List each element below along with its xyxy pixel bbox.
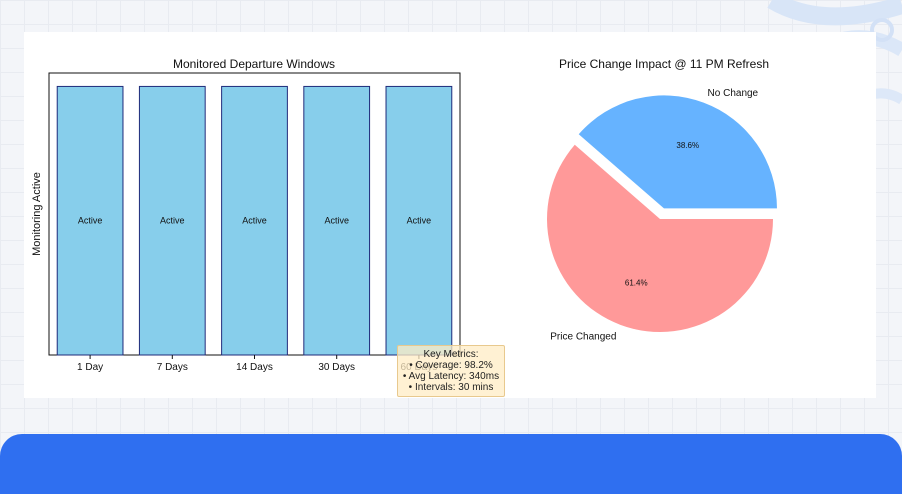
- x-tick-label: 30 Days: [318, 362, 355, 373]
- bar-chart-ylabel: Monitoring Active: [31, 172, 43, 256]
- chart-panel: Monitored Departure Windows Monitoring A…: [24, 32, 876, 398]
- x-tick-label: 1 Day: [77, 362, 103, 373]
- metrics-intervals: • Intervals: 30 mins: [408, 382, 494, 393]
- bar-value-label: Active: [160, 216, 185, 226]
- x-tick-label: 14 Days: [236, 362, 273, 373]
- bar: [221, 85, 288, 356]
- pie-percent-label: 38.6%: [676, 141, 699, 150]
- key-metrics-box: Key Metrics: • Coverage: 98.2% • Avg Lat…: [397, 345, 505, 397]
- pie-slices-group: 38.6% No Change 61.4% Price Changed: [547, 88, 777, 342]
- metrics-title: Key Metrics:: [423, 349, 479, 360]
- bars-group: Active 1 Day Active 7 Days Active 14 Days Acti…: [56, 85, 453, 373]
- pie-chart: Price Change Impact @ 11 PM Refresh 38.6…: [547, 57, 777, 342]
- chart-canvas: Monitored Departure Windows Monitoring A…: [31, 57, 777, 373]
- bar-value-label: Active: [407, 216, 432, 226]
- pie-slice: [547, 144, 773, 332]
- bar: [138, 85, 206, 356]
- bar-value-label: Active: [324, 216, 349, 226]
- bar: [385, 85, 453, 356]
- bar-value-label: Active: [78, 216, 103, 226]
- pie-slice-label: No Change: [708, 88, 759, 99]
- metrics-coverage: • Coverage: 98.2%: [409, 360, 493, 371]
- pie-slice: [578, 95, 777, 209]
- pie-slice-label: Price Changed: [550, 331, 616, 342]
- metrics-latency: • Avg Latency: 340ms: [402, 371, 500, 382]
- footer-bar: [0, 434, 902, 494]
- pie-chart-title: Price Change Impact @ 11 PM Refresh: [559, 57, 769, 71]
- bar-chart-title: Monitored Departure Windows: [173, 57, 335, 71]
- x-tick-label: 7 Days: [157, 362, 188, 373]
- bar: [56, 85, 124, 356]
- bar-value-label: Active: [242, 216, 267, 226]
- pie-percent-label: 61.4%: [625, 278, 648, 287]
- bar-chart: Monitored Departure Windows Monitoring A…: [31, 57, 461, 373]
